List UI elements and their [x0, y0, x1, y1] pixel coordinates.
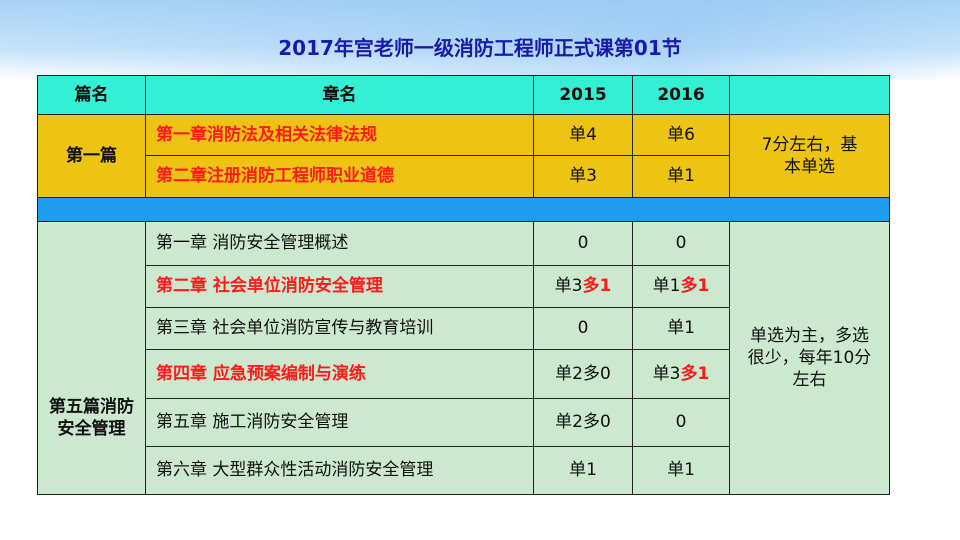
chapter-name: 第一章 消防安全管理概述 — [145, 221, 534, 266]
single-choice-count: 0 — [675, 233, 687, 254]
score-2015: 单1 — [533, 446, 633, 495]
chapter-name: 第一章消防法及相关法律法规 — [145, 114, 534, 156]
single-choice-count: 0 — [675, 412, 687, 433]
single-choice-count: 单3 — [652, 363, 681, 384]
part5-name: 第五篇消防安全管理 — [37, 221, 146, 495]
part1-name: 第一篇 — [37, 114, 146, 198]
header-2015: 2015 — [533, 75, 633, 115]
score-2015: 单2多0 — [533, 349, 633, 399]
chapter-name: 第五章 施工消防安全管理 — [145, 398, 534, 447]
single-choice-count: 单3 — [554, 276, 583, 297]
single-choice-count: 单1 — [667, 318, 695, 339]
score-2016: 单1 — [632, 446, 730, 495]
single-choice-count: 单1 — [569, 460, 597, 481]
section-divider — [37, 197, 890, 222]
part5-note: 单选为主，多选很少，每年10分左右 — [729, 221, 890, 495]
multi-choice-count: 多1 — [680, 276, 710, 297]
single-choice-count: 单2多0 — [555, 363, 611, 384]
multi-choice-count: 多1 — [680, 363, 710, 384]
header-2016: 2016 — [632, 75, 730, 115]
single-choice-count: 单1 — [652, 276, 681, 297]
page-title: 2017年宫老师一级消防工程师正式课第01节 — [278, 36, 682, 60]
chapter-name: 第二章注册消防工程师职业道德 — [145, 155, 534, 198]
header-background-sheen — [0, 0, 960, 80]
score-2015: 0 — [533, 221, 633, 266]
score-2016: 单3 多1 — [632, 349, 730, 399]
chapter-name: 第三章 社会单位消防宣传与教育培训 — [145, 307, 534, 350]
part1-note: 7分左右，基本单选 — [729, 114, 890, 198]
header-part: 篇名 — [37, 75, 146, 115]
chapter-name: 第二章 社会单位消防安全管理 — [145, 265, 534, 308]
score-2016: 单1 — [632, 155, 730, 198]
score-2016: 0 — [632, 221, 730, 266]
score-2015: 单4 — [533, 114, 633, 156]
multi-choice-count: 多1 — [582, 276, 612, 297]
score-2016: 单1 — [632, 307, 730, 350]
chapter-name: 第四章 应急预案编制与演练 — [145, 349, 534, 399]
score-2015: 0 — [533, 307, 633, 350]
header-note — [729, 75, 890, 115]
score-2015: 单3 多1 — [533, 265, 633, 308]
score-2016: 单1 多1 — [632, 265, 730, 308]
header-chapter: 章名 — [145, 75, 534, 115]
score-2016: 0 — [632, 398, 730, 447]
single-choice-count: 单2多0 — [555, 412, 611, 433]
single-choice-count: 0 — [577, 318, 589, 339]
score-2016: 单6 — [632, 114, 730, 156]
chapter-name: 第六章 大型群众性活动消防安全管理 — [145, 446, 534, 495]
single-choice-count: 0 — [577, 233, 589, 254]
single-choice-count: 单1 — [667, 460, 695, 481]
score-2015: 单3 — [533, 155, 633, 198]
score-2015: 单2多0 — [533, 398, 633, 447]
